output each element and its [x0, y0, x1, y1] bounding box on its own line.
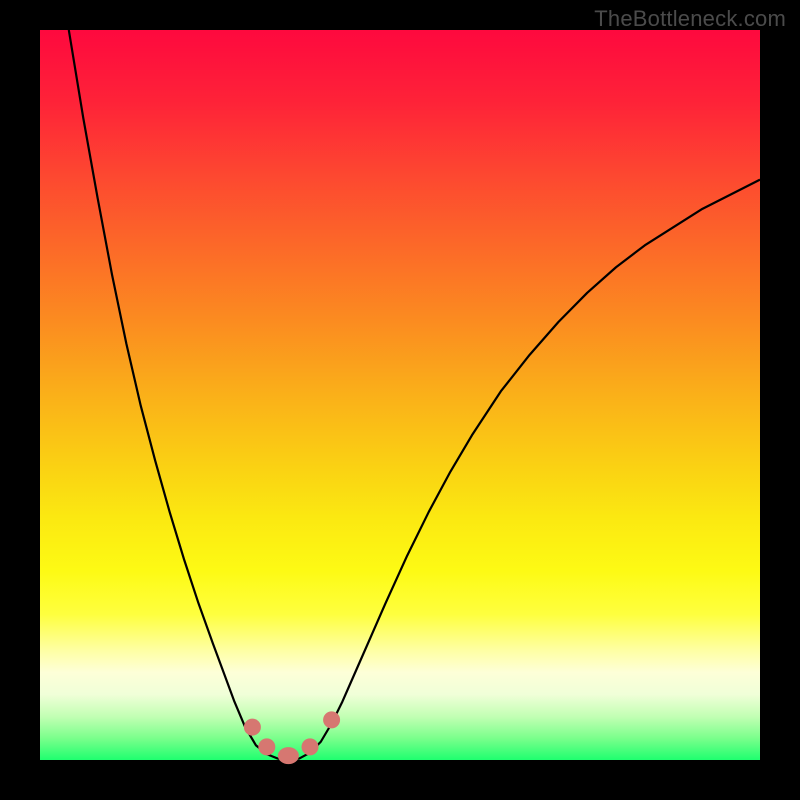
- highlight-marker: [324, 712, 340, 728]
- highlight-marker: [302, 739, 318, 755]
- highlight-marker: [278, 748, 298, 764]
- chart-container: TheBottleneck.com: [0, 0, 800, 800]
- chart-svg: [0, 0, 800, 800]
- bottleneck-curve: [69, 30, 760, 760]
- highlight-marker: [244, 719, 260, 735]
- highlight-marker: [259, 739, 275, 755]
